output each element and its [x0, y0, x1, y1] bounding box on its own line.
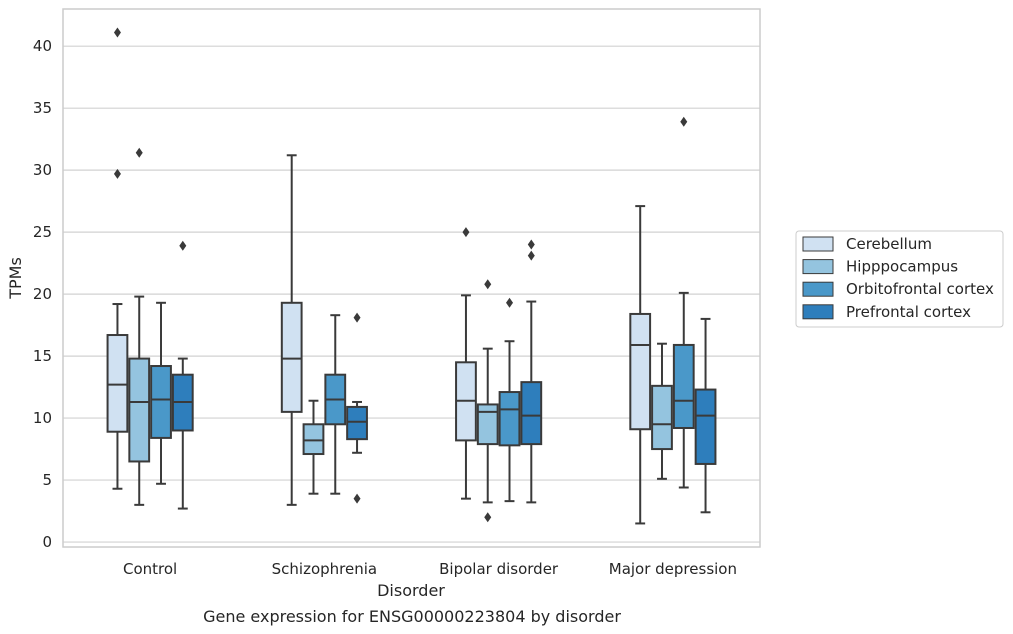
y-tick-label: 40 [33, 37, 52, 55]
box-body [346, 405, 368, 441]
series-hipppocampus [128, 147, 673, 523]
x-axis-label: Disorder [377, 581, 445, 600]
box-item [476, 279, 499, 523]
outlier-point [484, 512, 492, 523]
plot-frame [62, 8, 761, 548]
box-item [302, 399, 325, 495]
box-item [651, 342, 673, 480]
box-item [346, 312, 368, 504]
x-tick-label: Schizophrenia [272, 560, 377, 578]
x-tick-label: Control [123, 560, 177, 578]
series-orbitofrontal-cortex [150, 116, 695, 503]
outlier-point [527, 250, 535, 261]
series-cerebellum [106, 27, 652, 525]
box-body [498, 391, 521, 447]
box-groups [106, 27, 717, 525]
y-tick-label: 35 [33, 99, 52, 117]
y-tick-labels: 0 5 10 15 20 25 30 35 40 [33, 37, 52, 551]
outlier-point [484, 279, 492, 290]
y-tick-label: 20 [33, 285, 52, 303]
legend-label: Orbitofrontal cortex [846, 280, 994, 298]
legend-swatch [802, 236, 834, 252]
box-item [629, 205, 652, 525]
box-body [629, 312, 652, 431]
legend-label: Hipppocampus [846, 258, 958, 276]
x-tick-labels: Control Schizophrenia Bipolar disorder Majo… [123, 560, 737, 578]
y-tick-label: 5 [42, 471, 52, 489]
box-item [520, 239, 543, 504]
legend-swatch [802, 259, 834, 275]
box-body [302, 423, 325, 456]
legend-swatch [802, 281, 834, 297]
x-tick-label: Major depression [609, 560, 737, 578]
y-axis-label: TPMs [6, 257, 25, 300]
outlier-point [179, 240, 187, 251]
box-item [324, 314, 347, 495]
outlier-point [506, 297, 514, 308]
box-body [150, 365, 172, 439]
outlier-point [353, 312, 361, 323]
box-item [171, 240, 194, 510]
box-item [498, 297, 521, 503]
box-item [280, 154, 303, 506]
box-item [128, 147, 151, 506]
y-tick-label: 0 [42, 533, 52, 551]
box-body [106, 334, 129, 433]
box-body [280, 301, 303, 413]
outlier-point [462, 227, 470, 238]
box-body [651, 384, 673, 451]
gridlines [63, 45, 760, 543]
y-tick-label: 10 [33, 409, 52, 427]
legend-label: Prefrontal cortex [846, 303, 971, 321]
legend-swatch [802, 304, 834, 320]
box-body [128, 357, 151, 463]
outlier-point [527, 239, 535, 250]
box-item [150, 301, 172, 485]
outlier-point [113, 168, 121, 179]
box-item [672, 116, 695, 489]
box-item [455, 227, 477, 500]
outlier-point [135, 147, 143, 158]
box-body [672, 343, 695, 429]
outlier-point [680, 116, 688, 127]
legend: Cerebellum Hipppocampus Orbitofrontal cort… [795, 230, 1004, 328]
x-tick-label: Bipolar disorder [439, 560, 559, 578]
outlier-point [353, 493, 361, 504]
box-body [694, 388, 717, 465]
box-item [106, 27, 129, 490]
y-tick-label: 30 [33, 161, 52, 179]
legend-frame [795, 230, 1004, 328]
box-body [520, 381, 543, 446]
series-prefrontal-cortex [171, 239, 717, 514]
box-item [694, 317, 717, 514]
y-tick-label: 25 [33, 223, 52, 241]
outlier-point [113, 27, 121, 38]
y-tick-label: 15 [33, 347, 52, 365]
chart-caption: Gene expression for ENSG00000223804 by d… [203, 607, 621, 626]
legend-label: Cerebellum [846, 235, 932, 253]
box-body [476, 403, 499, 446]
